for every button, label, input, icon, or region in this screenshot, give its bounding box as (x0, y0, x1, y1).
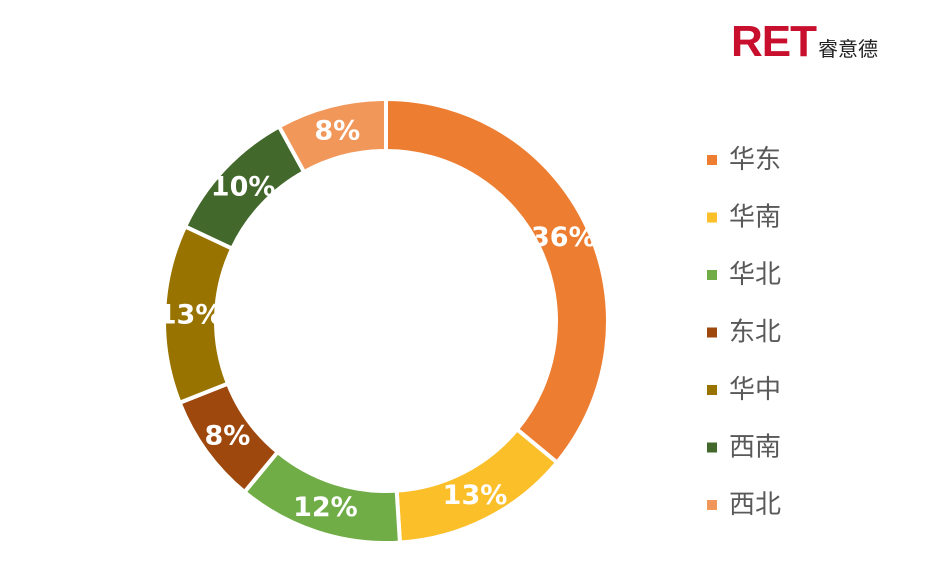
legend-swatch (707, 327, 717, 338)
legend-label: 华东 (729, 145, 781, 175)
legend-swatch (707, 442, 717, 453)
legend-swatch (707, 155, 717, 165)
legend-swatch (707, 500, 717, 510)
logo-subtitle: 睿意德 (818, 37, 878, 61)
donut-slice (276, 96, 388, 175)
donut-slice (384, 96, 610, 466)
slice-label: 12% (293, 492, 358, 523)
legend-label: 东北 (729, 318, 781, 348)
legend-swatch (707, 212, 717, 223)
legend-label: 华中 (729, 375, 781, 405)
legend-label: 西北 (729, 490, 781, 520)
donut-slices (162, 96, 610, 545)
slice-label: 8% (205, 421, 251, 452)
slice-labels: 36% 13% 12% 8% 13% 10% 8% (158, 116, 596, 523)
slice-label: 13% (158, 299, 223, 330)
slice-label: 10% (211, 171, 276, 202)
slice-label: 8% (314, 116, 360, 147)
legend-label: 华南 (729, 203, 781, 233)
legend-swatch (707, 270, 717, 280)
legend-label: 西南 (729, 433, 781, 463)
legend-label: 华北 (729, 260, 781, 290)
slice-label: 36% (531, 222, 596, 253)
legend-swatch (707, 385, 717, 395)
brand-logo: RET 睿意德 (731, 17, 878, 66)
slice-label: 13% (443, 480, 508, 511)
logo-mark: RET (731, 17, 817, 66)
